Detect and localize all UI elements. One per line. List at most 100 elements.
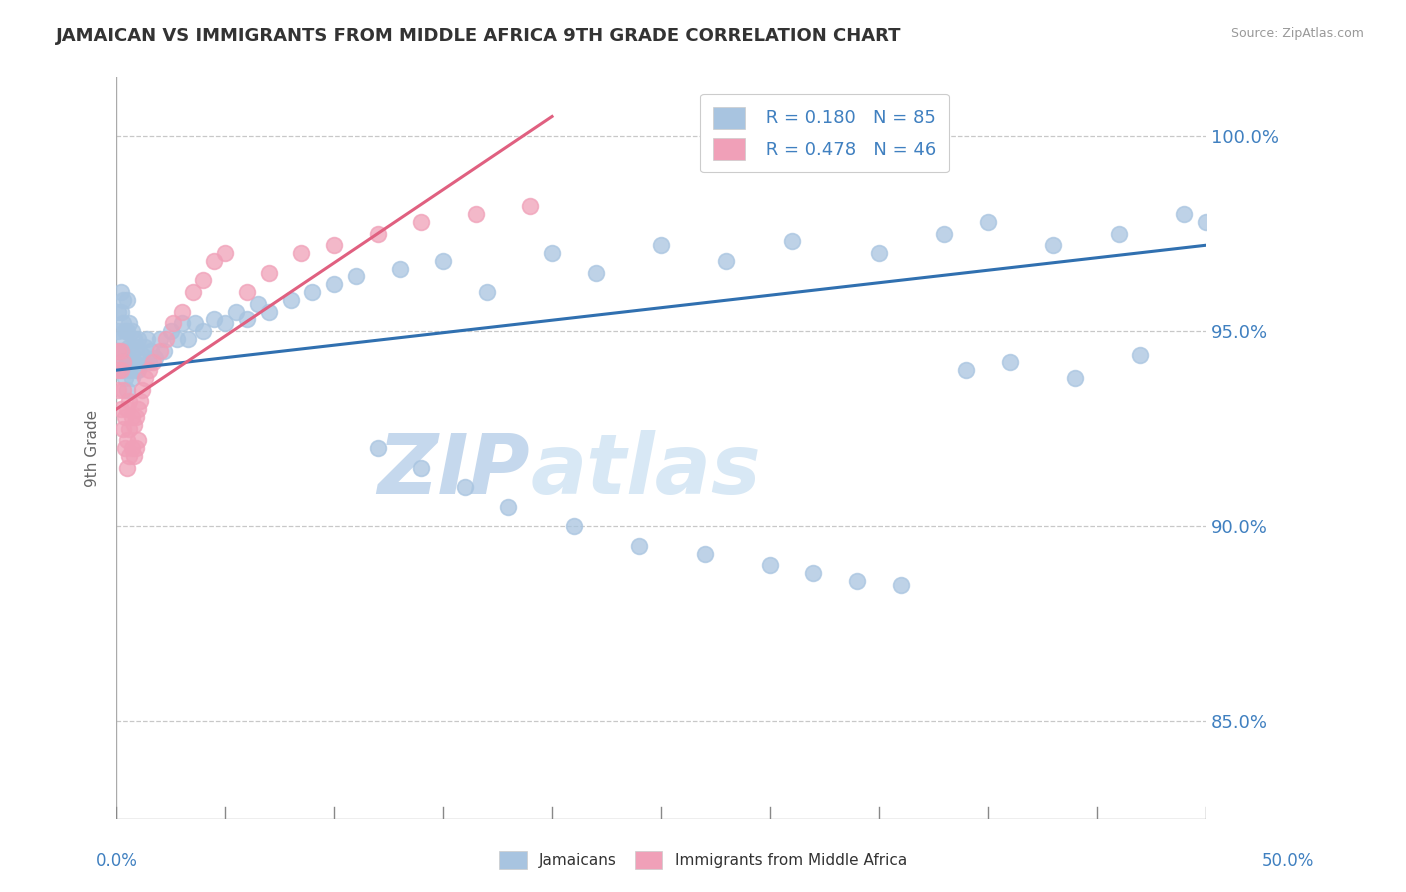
Point — [149, 332, 172, 346]
Point — [115, 460, 138, 475]
Point — [323, 238, 346, 252]
Point — [257, 266, 280, 280]
Point — [1108, 227, 1130, 241]
Point — [110, 304, 132, 318]
Y-axis label: 9th Grade: 9th Grade — [86, 409, 100, 487]
Point — [977, 215, 1000, 229]
Point — [125, 340, 148, 354]
Point — [432, 253, 454, 268]
Point — [214, 316, 236, 330]
Text: atlas: atlas — [530, 430, 761, 511]
Point — [411, 215, 433, 229]
Point — [145, 351, 167, 366]
Point — [122, 355, 145, 369]
Point — [139, 343, 162, 358]
Point — [214, 246, 236, 260]
Point — [290, 246, 312, 260]
Point — [153, 343, 176, 358]
Point — [118, 340, 141, 354]
Point — [111, 343, 134, 358]
Point — [193, 273, 215, 287]
Point — [1195, 215, 1218, 229]
Point — [127, 363, 149, 377]
Point — [170, 304, 193, 318]
Point — [111, 355, 134, 369]
Point — [1042, 238, 1064, 252]
Point — [693, 547, 716, 561]
Point — [650, 238, 672, 252]
Point — [118, 394, 141, 409]
Point — [114, 371, 136, 385]
Point — [716, 253, 738, 268]
Point — [181, 285, 204, 299]
Point — [367, 441, 389, 455]
Point — [125, 441, 148, 455]
Point — [118, 363, 141, 377]
Point — [155, 332, 177, 346]
Point — [115, 293, 138, 307]
Point — [131, 347, 153, 361]
Point — [236, 312, 259, 326]
Point — [628, 539, 651, 553]
Point — [541, 246, 564, 260]
Legend: Jamaicans, Immigrants from Middle Africa: Jamaicans, Immigrants from Middle Africa — [494, 845, 912, 875]
Point — [107, 383, 129, 397]
Text: JAMAICAN VS IMMIGRANTS FROM MIDDLE AFRICA 9TH GRADE CORRELATION CHART: JAMAICAN VS IMMIGRANTS FROM MIDDLE AFRIC… — [56, 27, 901, 45]
Point — [166, 332, 188, 346]
Point — [134, 340, 156, 354]
Point — [1129, 347, 1152, 361]
Point — [121, 409, 143, 424]
Point — [759, 558, 782, 573]
Point — [149, 343, 172, 358]
Point — [115, 402, 138, 417]
Point — [177, 332, 200, 346]
Point — [1064, 371, 1087, 385]
Point — [225, 304, 247, 318]
Point — [202, 312, 225, 326]
Point — [890, 578, 912, 592]
Point — [388, 261, 411, 276]
Point — [367, 227, 389, 241]
Point — [114, 347, 136, 361]
Point — [135, 332, 157, 346]
Point — [998, 355, 1021, 369]
Point — [111, 316, 134, 330]
Text: Source: ZipAtlas.com: Source: ZipAtlas.com — [1230, 27, 1364, 40]
Point — [134, 371, 156, 385]
Point — [159, 324, 181, 338]
Point — [1173, 207, 1195, 221]
Point — [115, 434, 138, 448]
Point — [127, 434, 149, 448]
Point — [562, 519, 585, 533]
Point — [170, 316, 193, 330]
Point — [107, 363, 129, 377]
Point — [110, 402, 132, 417]
Point — [955, 363, 977, 377]
Point — [129, 355, 152, 369]
Point — [344, 269, 367, 284]
Point — [114, 409, 136, 424]
Point — [129, 394, 152, 409]
Point — [127, 332, 149, 346]
Point — [236, 285, 259, 299]
Point — [121, 347, 143, 361]
Text: ZIP: ZIP — [378, 430, 530, 511]
Point — [121, 441, 143, 455]
Point — [323, 277, 346, 292]
Point — [464, 207, 486, 221]
Point — [475, 285, 498, 299]
Point — [121, 324, 143, 338]
Point — [162, 316, 184, 330]
Point — [780, 235, 803, 249]
Point — [107, 343, 129, 358]
Point — [122, 449, 145, 463]
Point — [110, 355, 132, 369]
Point — [121, 371, 143, 385]
Point — [246, 297, 269, 311]
Point — [183, 316, 205, 330]
Point — [122, 417, 145, 432]
Point — [118, 316, 141, 330]
Point — [111, 293, 134, 307]
Point — [122, 332, 145, 346]
Point — [107, 304, 129, 318]
